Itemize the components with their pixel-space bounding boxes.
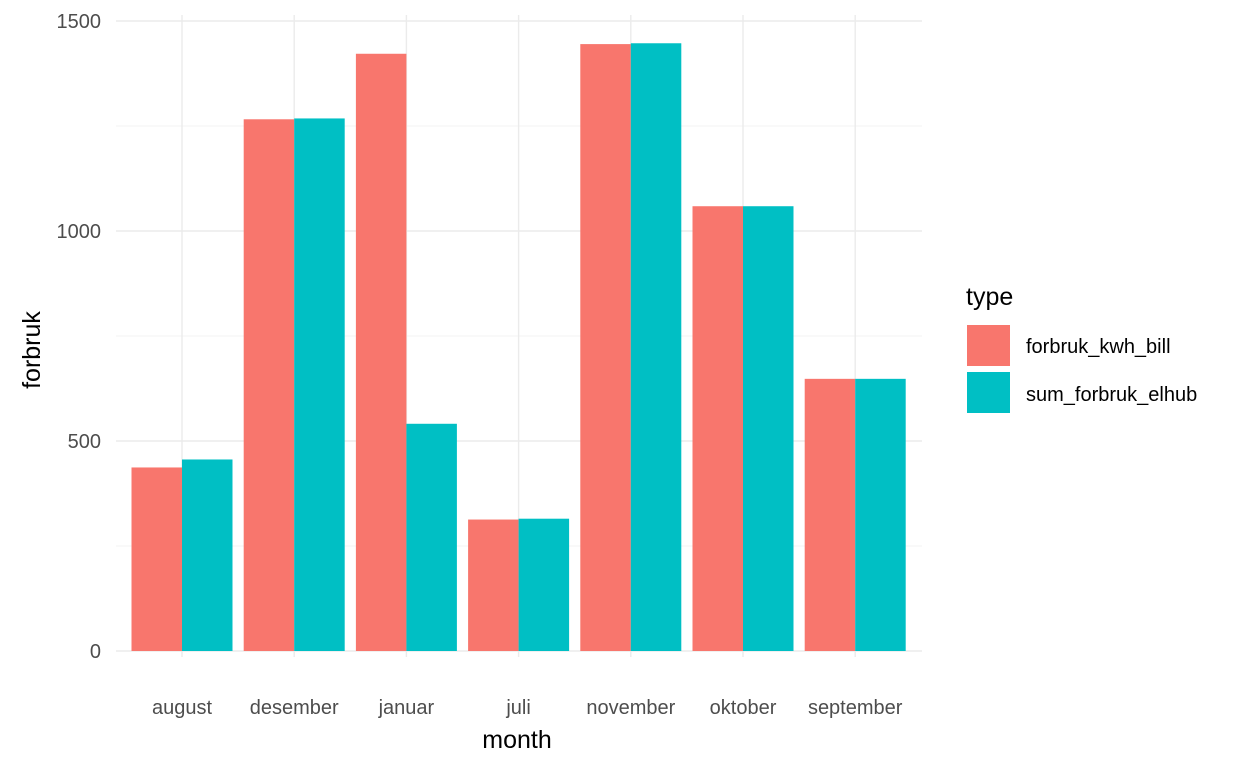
bar-forbruk-kwh-bill-oktober (692, 206, 743, 651)
legend-swatch-forbruk-kwh-bill (967, 325, 1010, 366)
bar-forbruk-kwh-bill-januar (355, 53, 407, 651)
bar-sum-forbruk-elhub-november (630, 43, 682, 651)
bar-sum-forbruk-elhub-juli (518, 518, 570, 651)
y-tick-label: 1000 (57, 221, 102, 243)
bar-sum-forbruk-elhub-januar (406, 423, 457, 651)
x-tick-label: oktober (710, 697, 777, 719)
legend-title: type (966, 283, 1013, 311)
bar-sum-forbruk-elhub-august (182, 459, 233, 651)
y-tick-label: 0 (90, 641, 101, 663)
y-axis-title: forbruk (18, 311, 46, 389)
x-tick-label: november (586, 697, 675, 719)
legend-label-sum-forbruk-elhub: sum_forbruk_elhub (1026, 384, 1197, 406)
legend-label-forbruk-kwh-bill: forbruk_kwh_bill (1026, 336, 1171, 358)
x-tick-label: august (152, 697, 212, 719)
bar-forbruk-kwh-bill-november (580, 44, 631, 652)
legend-swatch-sum-forbruk-elhub (967, 372, 1010, 413)
bars (131, 43, 906, 652)
bar-sum-forbruk-elhub-oktober (743, 206, 794, 651)
bar-sum-forbruk-elhub-desember (294, 118, 345, 651)
bar-forbruk-kwh-bill-august (131, 467, 182, 651)
bar-forbruk-kwh-bill-desember (243, 119, 295, 651)
bar-forbruk-kwh-bill-juli (468, 519, 519, 651)
x-axis-tick-labels: august desember januar juli november oktober s… (152, 697, 903, 719)
bar-sum-forbruk-elhub-september (855, 378, 906, 651)
legend: type forbruk_kwh_bill sum_forbruk_elhub (966, 283, 1197, 413)
y-tick-label: 1500 (57, 11, 102, 33)
x-axis-title: month (482, 726, 551, 754)
x-tick-label: januar (378, 697, 435, 719)
x-tick-label: juli (505, 697, 530, 719)
y-axis-tick-labels: 0 500 1000 1500 (57, 11, 102, 663)
y-tick-label: 500 (68, 431, 101, 453)
x-tick-label: september (808, 697, 903, 719)
bar-forbruk-kwh-bill-september (804, 378, 856, 651)
x-tick-label: desember (250, 697, 339, 719)
